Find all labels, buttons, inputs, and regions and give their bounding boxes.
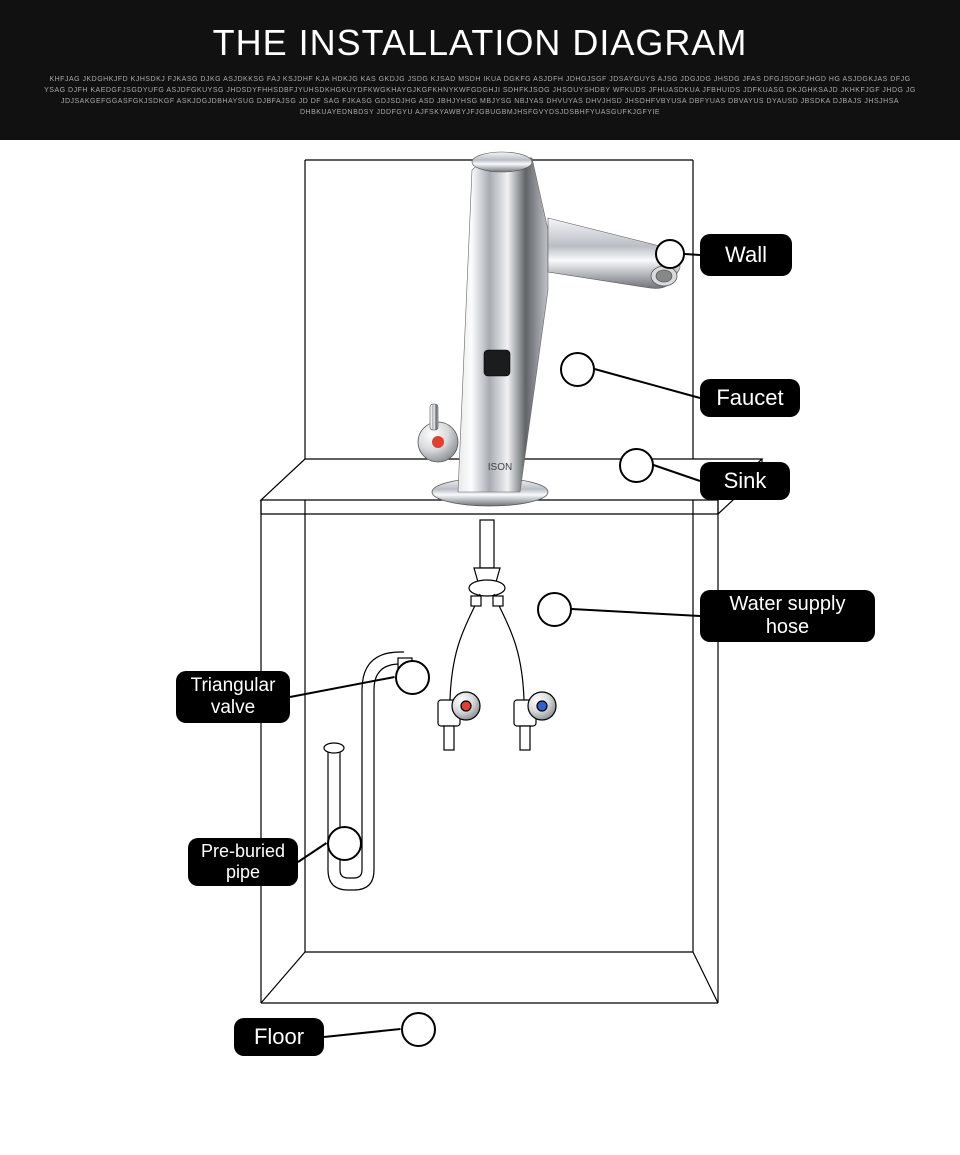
label-sink: Sink (700, 462, 790, 500)
pointer-pipe (327, 826, 362, 861)
pointer-faucet (560, 352, 595, 387)
label-wall: Wall (700, 234, 792, 276)
valve-hot (438, 692, 480, 750)
header-subtitle: KHFJAG JKDGHKJFD KJHSDKJ FJKASG DJKG ASJ… (40, 74, 920, 119)
pointer-valve (395, 660, 430, 695)
header: THE INSTALLATION DIAGRAM KHFJAG JKDGHKJF… (0, 0, 960, 140)
page-title: THE INSTALLATION DIAGRAM (213, 22, 748, 64)
pointer-hose (537, 592, 572, 627)
label-floor: Floor (234, 1018, 324, 1056)
label-pipe: Pre-buried pipe (188, 838, 298, 886)
label-hose: Water supply hose (700, 590, 875, 642)
pointer-wall (655, 239, 685, 269)
label-faucet: Faucet (700, 379, 800, 417)
pointer-sink (619, 448, 654, 483)
valve-cold (514, 692, 556, 750)
diagram-area: ISON (0, 140, 960, 1155)
under-sink (438, 520, 556, 750)
installation-diagram-svg: ISON (0, 140, 960, 1155)
label-valve: Triangular valve (176, 671, 290, 723)
svg-text:ISON: ISON (488, 462, 512, 473)
pointer-floor (401, 1012, 436, 1047)
